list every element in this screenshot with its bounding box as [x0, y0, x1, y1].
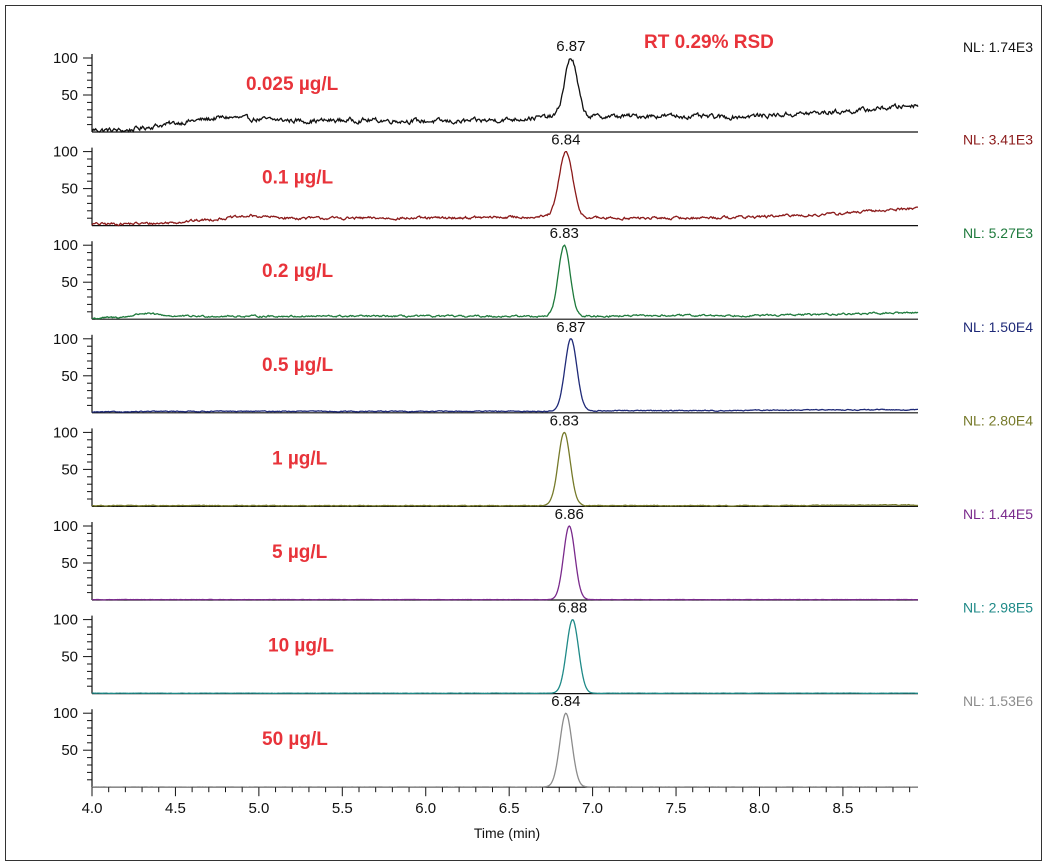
concentration-label: 5 µg/L — [272, 542, 328, 563]
y-tick-label: 50 — [61, 461, 78, 478]
nl-label: NL: 1.53E6 — [963, 693, 1033, 709]
trace-line — [91, 150, 919, 227]
peak-rt-label: 6.86 — [555, 506, 584, 523]
rt-rsd-annotation: RT 0.29% RSD — [644, 32, 774, 53]
panel-7: 100 50 6.88 NL: 2.98E5 10 µg/L — [53, 600, 1033, 695]
concentration-label: 0.025 µg/L — [246, 74, 339, 95]
x-tick-label: 8.5 — [832, 800, 853, 817]
y-tick-label: 100 — [53, 331, 78, 348]
trace-line — [91, 618, 919, 695]
peak-rt-label: 6.83 — [550, 412, 579, 429]
y-tick-label: 50 — [61, 368, 78, 385]
x-tick-label: 5.0 — [248, 800, 269, 817]
y-tick-label: 50 — [61, 555, 78, 572]
y-tick-label: 100 — [53, 705, 78, 722]
y-tick-label: 100 — [53, 612, 78, 629]
concentration-label: 0.1 µg/L — [262, 168, 334, 189]
peak-rt-label: 6.84 — [551, 693, 580, 710]
nl-label: NL: 5.27E3 — [963, 225, 1033, 241]
trace-line — [91, 244, 919, 320]
trace-line — [91, 525, 919, 601]
nl-label: NL: 2.80E4 — [963, 412, 1033, 428]
y-tick-label: 100 — [53, 144, 78, 161]
concentration-label: 10 µg/L — [268, 636, 334, 657]
concentration-label: 1 µg/L — [272, 448, 328, 469]
trace-line — [91, 431, 919, 507]
x-tick-label: 8.0 — [749, 800, 770, 817]
x-tick-label: 7.0 — [582, 800, 603, 817]
y-tick-label: 100 — [53, 237, 78, 254]
concentration-label: 50 µg/L — [262, 729, 328, 750]
peak-rt-label: 6.87 — [556, 38, 585, 55]
y-tick-label: 50 — [61, 649, 78, 666]
peak-rt-label: 6.83 — [550, 225, 579, 242]
x-tick-label: 7.5 — [666, 800, 687, 817]
chromatogram-panels: 100 50 6.87 NL: 1.74E3 0.025 µg/L 100 50 6.84 NL… — [53, 38, 1033, 788]
panel-3: 100 50 6.83 NL: 5.27E3 0.2 µg/L — [53, 225, 1033, 320]
x-tick-label: 5.5 — [332, 800, 353, 817]
y-tick-label: 50 — [61, 181, 78, 198]
nl-label: NL: 1.74E3 — [963, 39, 1033, 55]
nl-label: NL: 1.44E5 — [963, 506, 1033, 522]
chromatogram-figure — [5, 5, 1042, 861]
concentration-label: 0.5 µg/L — [262, 355, 334, 376]
peak-rt-label: 6.87 — [556, 319, 585, 336]
x-tick-label: 6.0 — [415, 800, 436, 817]
nl-label: NL: 2.98E5 — [963, 600, 1033, 616]
x-tick-label: 4.0 — [82, 800, 103, 817]
x-axis: 4.0 4.5 5.0 5.5 6.0 6.5 7.0 7.5 8.0 8.5 — [82, 787, 911, 817]
panel-8: 100 50 6.84 NL: 1.53E6 50 µg/L — [53, 693, 1033, 788]
trace-line — [91, 338, 919, 414]
y-tick-label: 50 — [61, 742, 78, 759]
nl-label: NL: 3.41E3 — [963, 132, 1033, 148]
y-tick-label: 50 — [61, 87, 78, 104]
x-tick-label: 4.5 — [165, 800, 186, 817]
panel-5: 100 50 6.83 NL: 2.80E4 1 µg/L — [53, 412, 1033, 507]
y-tick-label: 100 — [53, 518, 78, 535]
peak-rt-label: 6.88 — [558, 600, 587, 617]
concentration-label: 0.2 µg/L — [262, 261, 334, 282]
y-tick-label: 100 — [53, 50, 78, 67]
panel-4: 100 50 6.87 NL: 1.50E4 0.5 µg/L — [53, 319, 1033, 414]
panel-2: 100 50 6.84 NL: 3.41E3 0.1 µg/L — [53, 132, 1033, 227]
panel-1: 100 50 6.87 NL: 1.74E3 0.025 µg/L — [53, 38, 1033, 133]
x-axis-label: Time (min) — [474, 825, 540, 841]
x-tick-label: 6.5 — [499, 800, 520, 817]
trace-line — [91, 712, 919, 788]
trace-line — [91, 58, 919, 133]
peak-rt-label: 6.84 — [551, 132, 580, 149]
panel-6: 100 50 6.86 NL: 1.44E5 5 µg/L — [53, 506, 1033, 601]
y-tick-label: 50 — [61, 274, 78, 291]
nl-label: NL: 1.50E4 — [963, 319, 1033, 335]
y-tick-label: 100 — [53, 424, 78, 441]
